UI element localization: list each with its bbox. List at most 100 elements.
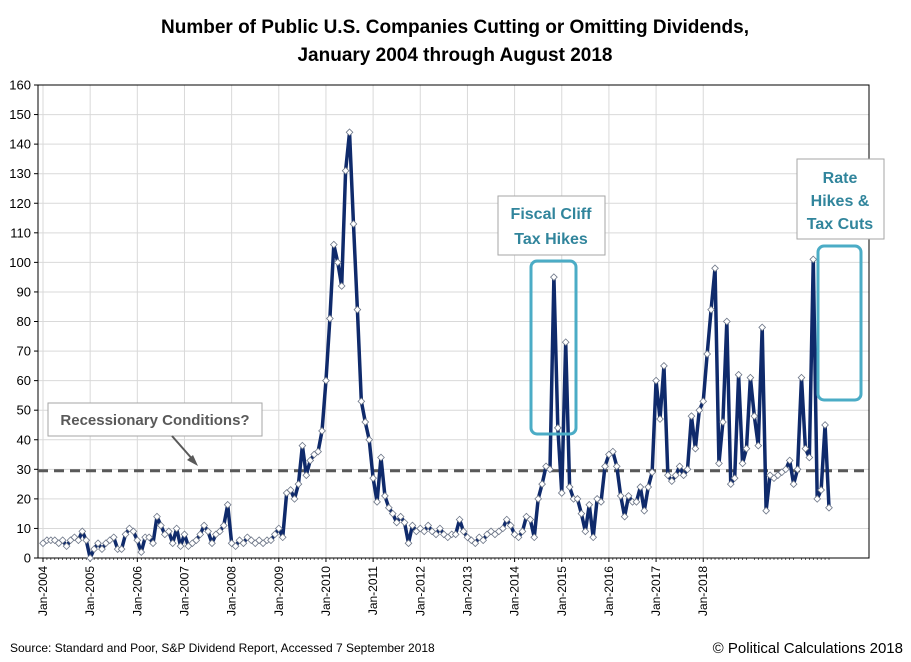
data-point (125, 524, 134, 533)
rate-hikes-highlight-box (816, 244, 863, 402)
data-point (644, 483, 653, 491)
y-tick-label: 150 (9, 107, 31, 122)
data-point (62, 542, 71, 551)
data-point (506, 521, 515, 530)
data-point (192, 536, 201, 545)
rate-hikes-label-line-3: Tax Cuts (807, 216, 873, 233)
data-point (573, 495, 582, 503)
data-point (550, 273, 558, 282)
data-point (357, 397, 366, 406)
data-point (384, 503, 393, 512)
data-point (514, 533, 523, 542)
data-point (711, 264, 719, 273)
data-point (817, 486, 826, 494)
data-point (722, 317, 731, 326)
data-point (365, 435, 374, 444)
data-point (302, 471, 311, 480)
data-point (432, 530, 440, 539)
y-axis: 0 10 20 30 40 50 60 70 80 90 100 110 120 130 140 150 160 (9, 78, 38, 566)
data-point (801, 444, 810, 453)
data-point (825, 503, 833, 512)
y-tick-label: 160 (9, 78, 31, 93)
series-markers (39, 128, 833, 562)
data-point (679, 471, 688, 480)
data-point (699, 397, 708, 406)
data-point (581, 527, 590, 536)
data-point (451, 530, 460, 539)
data-point (719, 418, 727, 426)
data-point (349, 220, 358, 228)
x-tick-label: Jan-2017 (649, 566, 663, 616)
x-tick-label: Jan-2013 (460, 566, 474, 616)
data-point (333, 258, 342, 267)
data-point (750, 412, 759, 420)
data-point (624, 492, 633, 500)
data-point (145, 533, 153, 542)
fiscal-cliff-label-line-1: Fiscal Cliff (511, 206, 593, 223)
x-tick-label: Jan-2016 (602, 566, 616, 616)
rate-hikes-label-line-1: Rate (823, 170, 858, 187)
x-tick-label: Jan-2014 (508, 566, 522, 616)
data-point (239, 539, 248, 548)
data-point (577, 509, 586, 518)
data-point (707, 305, 715, 314)
fiscal-cliff-highlight-box (529, 259, 578, 436)
data-point (687, 412, 696, 420)
data-point (781, 465, 790, 474)
data-point (805, 453, 814, 462)
data-point (329, 240, 338, 249)
data-point (498, 524, 507, 533)
data-point (436, 524, 444, 533)
data-point (117, 545, 126, 553)
data-point (616, 492, 625, 500)
rate-hikes-label-line-2: Hikes & (811, 193, 870, 210)
x-tick-label: Jan-2005 (83, 566, 97, 616)
y-tick-label: 130 (9, 166, 31, 181)
data-point (738, 459, 747, 468)
y-tick-label: 140 (9, 137, 31, 152)
rate-hikes-callout: Rate Hikes & Tax Cuts (796, 158, 885, 402)
y-tick-label: 120 (9, 196, 31, 211)
y-tick-label: 110 (10, 225, 31, 240)
data-point (526, 515, 535, 524)
data-point (715, 459, 723, 468)
data-point (546, 465, 554, 474)
data-point (157, 521, 165, 530)
data-point (664, 471, 672, 480)
data-point (597, 497, 605, 506)
data-point (109, 533, 118, 542)
data-point (204, 527, 212, 536)
data-point (196, 530, 205, 539)
data-point (231, 542, 240, 551)
y-tick-label: 50 (17, 403, 31, 418)
recession-label: Recessionary Conditions? (60, 412, 249, 429)
data-point (742, 444, 751, 453)
data-point (396, 512, 405, 521)
data-point (785, 456, 794, 465)
data-point (813, 495, 822, 503)
data-point (593, 495, 601, 503)
data-point (373, 497, 381, 506)
x-axis: Jan-2004 Jan-2005 Jan-2006 Jan-2007 Jan-2008… (36, 558, 830, 616)
data-point (557, 489, 566, 497)
data-point (789, 480, 798, 488)
data-point (656, 415, 664, 423)
x-tick-label: Jan-2010 (319, 566, 333, 616)
y-tick-label: 0 (24, 551, 31, 566)
data-point (341, 166, 350, 175)
data-point (691, 444, 700, 453)
y-tick-label: 70 (17, 344, 31, 359)
chart-subtitle: January 2004 through August 2018 (297, 45, 612, 66)
data-point (164, 527, 173, 536)
data-point (361, 418, 370, 426)
data-point (424, 521, 433, 530)
data-point (129, 527, 138, 536)
data-point (758, 323, 767, 332)
data-point (565, 483, 574, 491)
data-point (121, 530, 130, 539)
data-point (172, 524, 181, 533)
data-point (153, 512, 161, 521)
data-point (274, 524, 283, 533)
data-point (530, 533, 539, 542)
data-point (271, 530, 279, 539)
